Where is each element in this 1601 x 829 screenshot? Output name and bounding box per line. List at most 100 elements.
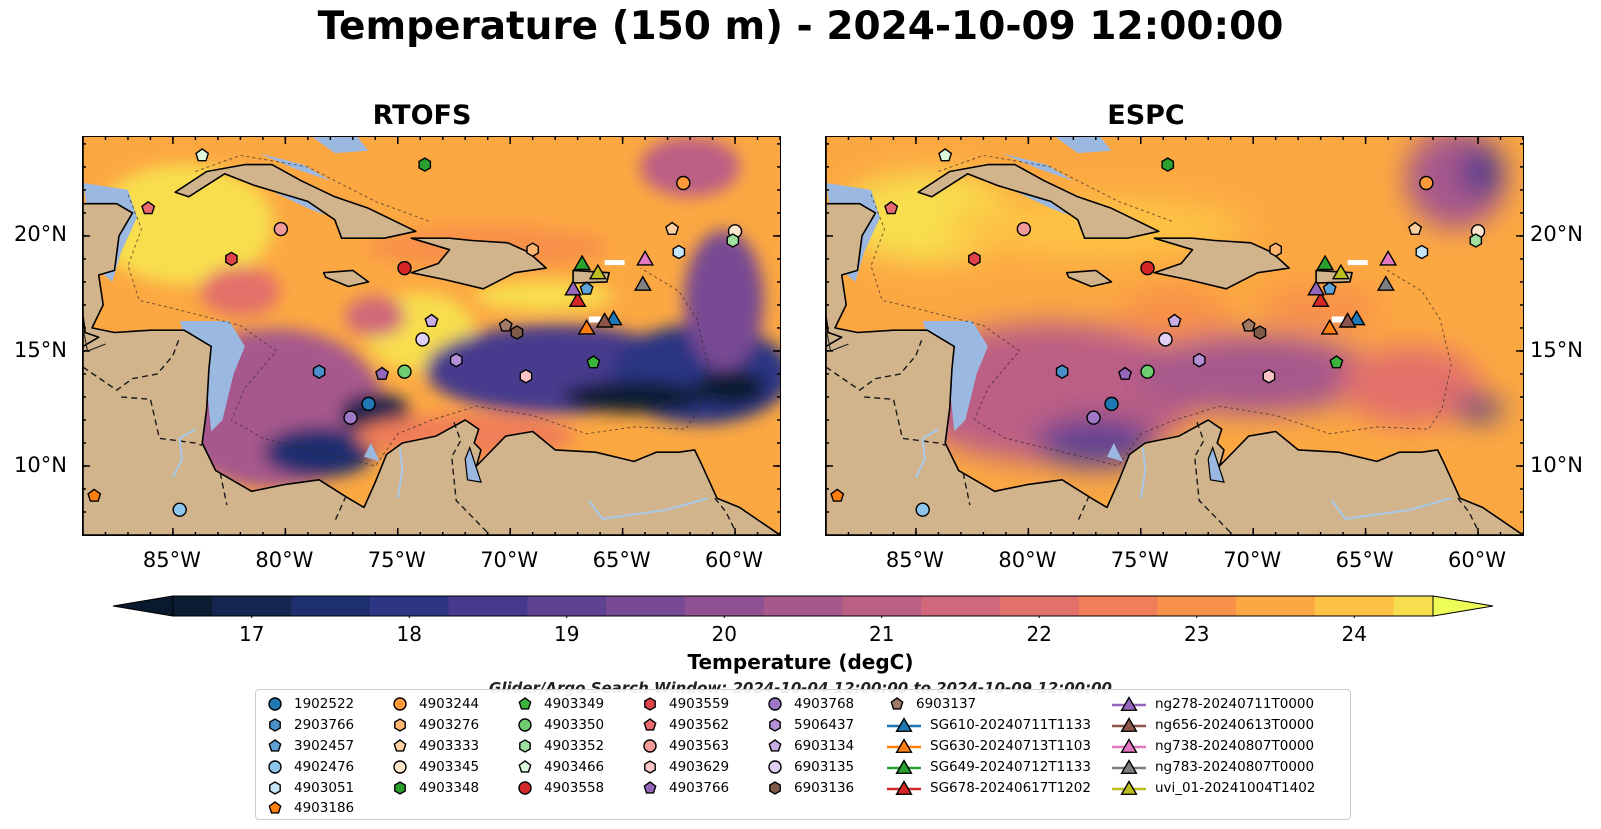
legend-marker[interactable]: [268, 697, 282, 712]
legend-marker[interactable]: [1120, 696, 1138, 712]
legend-marker[interactable]: [268, 760, 282, 774]
glider-SG649-20240712T1133[interactable]: [573, 254, 592, 271]
legend-marker[interactable]: [269, 718, 281, 732]
float-6903135[interactable]: [415, 332, 430, 347]
float-4903348[interactable]: [418, 157, 432, 172]
float-2903766[interactable]: [312, 364, 326, 380]
float-4903562[interactable]: [141, 200, 156, 215]
float-4903333[interactable]: [665, 221, 680, 236]
legend-marker[interactable]: [643, 780, 657, 794]
legend-marker[interactable]: [394, 780, 406, 795]
float-4903563[interactable]: [273, 221, 289, 237]
legend-marker[interactable]: [518, 759, 532, 773]
float-4903466[interactable]: [938, 148, 953, 162]
float-5906437[interactable]: [449, 352, 463, 368]
float-1902522[interactable]: [1104, 396, 1119, 412]
float-6903135[interactable]: [1158, 332, 1173, 347]
legend-marker[interactable]: [895, 758, 913, 774]
legend-marker[interactable]: [268, 801, 282, 814]
legend-marker[interactable]: [393, 739, 407, 752]
legend-marker[interactable]: [269, 780, 281, 795]
legend-marker[interactable]: [768, 697, 782, 712]
float-1902522[interactable]: [361, 396, 376, 412]
rtofs-map[interactable]: [82, 136, 781, 536]
float-4903352[interactable]: [726, 233, 740, 248]
float-4903766[interactable]: [375, 366, 390, 380]
legend-marker[interactable]: [769, 718, 781, 732]
glider-ng656-20240613T0000[interactable]: [1338, 312, 1357, 328]
float-4903558[interactable]: [1140, 260, 1155, 276]
glider-ng278-20240711T0000[interactable]: [1307, 279, 1326, 296]
float-4903051[interactable]: [1415, 244, 1429, 260]
float-4903558[interactable]: [397, 260, 412, 276]
legend-marker[interactable]: [643, 718, 657, 731]
legend-marker[interactable]: [1120, 738, 1138, 753]
legend-marker[interactable]: [394, 718, 406, 732]
float-4903350[interactable]: [1140, 364, 1155, 379]
float-2903766[interactable]: [1055, 364, 1069, 380]
float-4903349[interactable]: [586, 355, 601, 369]
float-4903766[interactable]: [1118, 366, 1133, 380]
legend-marker[interactable]: [1120, 758, 1138, 774]
glider-ng783-20240807T0000[interactable]: [633, 275, 652, 291]
float-6903136[interactable]: [510, 325, 524, 340]
float-4903244[interactable]: [1419, 175, 1434, 191]
float-6903136[interactable]: [1253, 325, 1267, 340]
float-4903563[interactable]: [1016, 221, 1032, 237]
float-4902476[interactable]: [915, 502, 930, 517]
float-4903768[interactable]: [1086, 410, 1101, 425]
legend-marker[interactable]: [644, 697, 656, 712]
legend-marker[interactable]: [890, 697, 904, 710]
float-4903349[interactable]: [1329, 355, 1344, 369]
float-4903051[interactable]: [672, 244, 686, 260]
glider-ng656-20240613T0000[interactable]: [595, 312, 614, 328]
float-4903244[interactable]: [676, 175, 691, 191]
glider-ng738-20240807T0000[interactable]: [1379, 250, 1398, 266]
float-4903352[interactable]: [1469, 233, 1483, 248]
espc-map[interactable]: [825, 136, 1524, 536]
float-4903559[interactable]: [225, 251, 238, 267]
float-4903333[interactable]: [1408, 221, 1423, 236]
float-4903276[interactable]: [526, 242, 539, 258]
float-4903559[interactable]: [968, 251, 981, 267]
glider-SG649-20240712T1133[interactable]: [1316, 254, 1335, 271]
float-4903629[interactable]: [519, 368, 533, 384]
float-6903137[interactable]: [498, 318, 513, 332]
float-3902457[interactable]: [579, 281, 594, 295]
glider-SG630-20240713T1103[interactable]: [1320, 319, 1339, 335]
legend-marker[interactable]: [769, 780, 781, 795]
glider-ng278-20240711T0000[interactable]: [564, 279, 583, 296]
legend-marker[interactable]: [1120, 717, 1138, 733]
legend-marker[interactable]: [1120, 779, 1138, 795]
glider-uvi_01-20241004T1402[interactable]: [588, 263, 607, 280]
float-4903466[interactable]: [195, 148, 210, 162]
legend-marker[interactable]: [393, 697, 407, 712]
glider-SG630-20240713T1103[interactable]: [577, 319, 596, 335]
float-6903134[interactable]: [1167, 313, 1182, 328]
glider-SG678-20240617T1202[interactable]: [568, 291, 587, 308]
glider-uvi_01-20241004T1402[interactable]: [1331, 263, 1350, 280]
glider-ng783-20240807T0000[interactable]: [1376, 275, 1395, 291]
glider-SG678-20240617T1202[interactable]: [1311, 291, 1330, 308]
legend-marker[interactable]: [518, 697, 532, 710]
legend-marker[interactable]: [768, 760, 782, 774]
float-4903768[interactable]: [343, 410, 358, 425]
legend-marker[interactable]: [895, 779, 913, 795]
float-4903186[interactable]: [830, 488, 845, 502]
glider-ng738-20240807T0000[interactable]: [636, 250, 655, 266]
float-4903186[interactable]: [87, 488, 102, 502]
float-4903350[interactable]: [397, 364, 412, 379]
float-6903134[interactable]: [424, 313, 439, 328]
legend-marker[interactable]: [268, 739, 282, 752]
legend-marker[interactable]: [518, 780, 532, 795]
float-4903629[interactable]: [1262, 368, 1276, 384]
float-3902457[interactable]: [1322, 281, 1337, 295]
float-5906437[interactable]: [1192, 352, 1206, 368]
legend-marker[interactable]: [895, 738, 913, 753]
legend-marker[interactable]: [518, 718, 532, 732]
legend-marker[interactable]: [644, 759, 656, 774]
legend-marker[interactable]: [643, 739, 657, 753]
legend-marker[interactable]: [768, 739, 782, 752]
float-4903276[interactable]: [1269, 242, 1282, 258]
legend-marker[interactable]: [519, 739, 531, 753]
